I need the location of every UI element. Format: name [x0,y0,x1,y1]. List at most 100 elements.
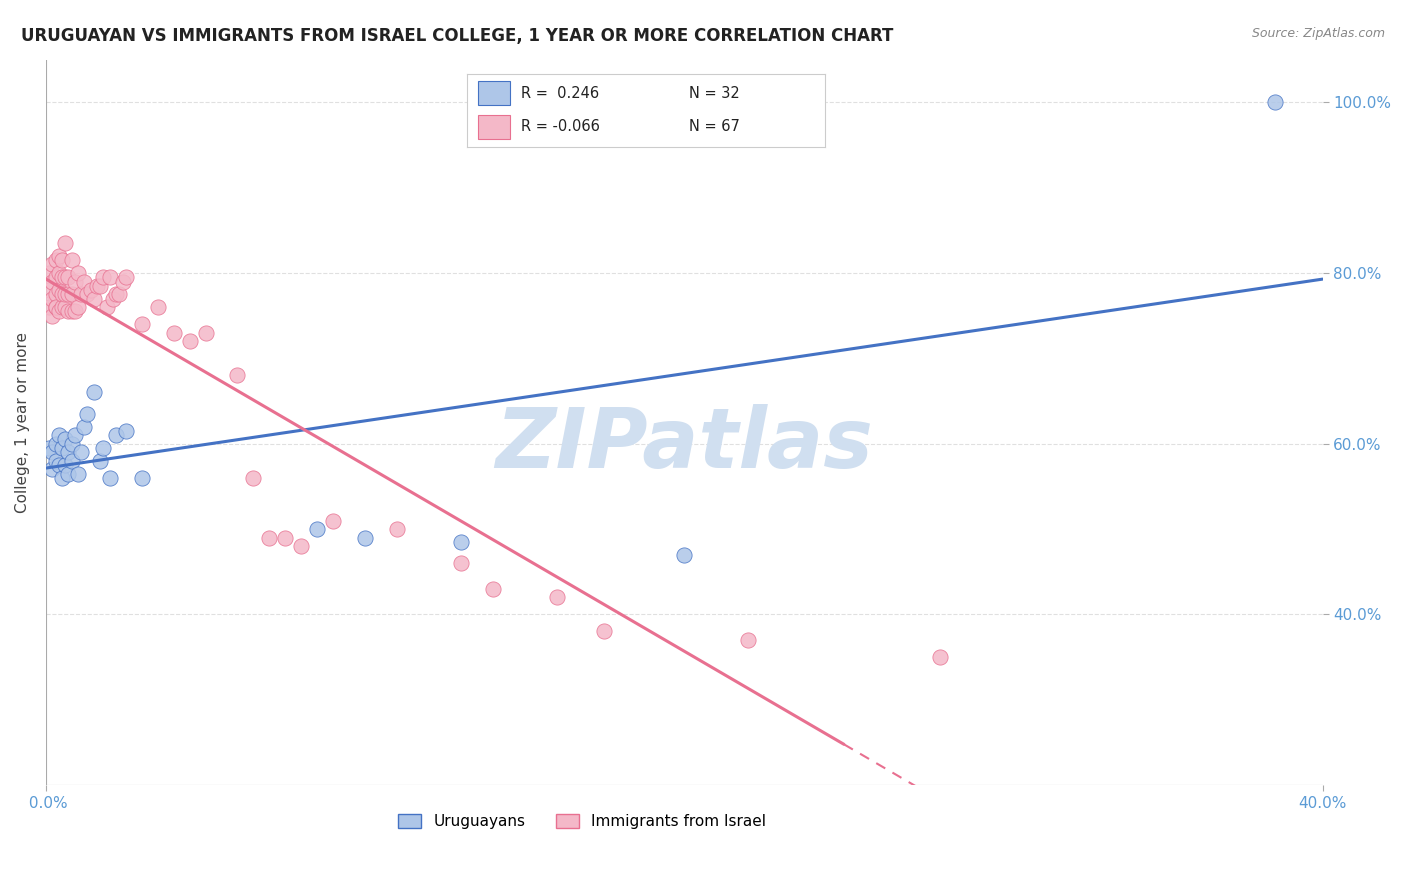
Point [48,428,70,442]
Point [481,582,503,596]
Point [108,287,131,301]
Point [45,300,67,314]
Point [290,539,312,553]
Point [53,300,76,314]
Point [53,287,76,301]
Point [51,471,73,485]
Point [105,287,128,301]
Point [63,275,86,289]
Point [45,454,67,468]
Point [51,253,73,268]
Point [51,270,73,285]
Point [51,300,73,314]
Point [89,454,111,468]
Point [53,236,76,251]
Point [38,441,60,455]
Point [93,441,115,455]
Point [41,445,63,459]
Point [226,368,249,383]
Point [114,424,136,438]
Point [101,292,124,306]
Text: URUGUAYAN VS IMMIGRANTS FROM ISRAEL COLLEGE, 1 YEAR OR MORE CORRELATION CHART: URUGUAYAN VS IMMIGRANTS FROM ISRAEL COLL… [21,27,893,45]
Point [354,531,377,545]
Point [673,548,696,562]
Point [51,287,73,301]
Point [48,283,70,297]
Point [66,266,89,280]
Point [131,471,153,485]
Point [60,454,83,468]
Point [928,650,950,665]
Point [546,591,568,605]
Point [58,445,80,459]
Point [60,304,83,318]
Point [41,275,63,289]
Point [73,419,96,434]
Point [259,531,281,545]
Legend: Uruguayans, Immigrants from Israel: Uruguayans, Immigrants from Israel [392,808,772,836]
Point [45,300,67,314]
Point [70,445,93,459]
Point [307,522,329,536]
Point [41,462,63,476]
Point [105,428,128,442]
Point [1264,95,1286,110]
Point [322,514,344,528]
Point [60,287,83,301]
Point [60,253,83,268]
Point [48,458,70,472]
Y-axis label: College, 1 year or more: College, 1 year or more [15,332,30,513]
Point [83,292,105,306]
Text: Source: ZipAtlas.com: Source: ZipAtlas.com [1251,27,1385,40]
Point [79,283,101,297]
Point [111,275,134,289]
Point [53,433,76,447]
Point [58,304,80,318]
Point [98,270,121,285]
Point [146,300,169,314]
Point [73,275,96,289]
Point [89,278,111,293]
Point [45,270,67,285]
Point [86,278,108,293]
Point [63,304,86,318]
Point [131,317,153,331]
Point [48,249,70,263]
Point [83,385,105,400]
Point [58,287,80,301]
Point [45,253,67,268]
Point [76,287,98,301]
Point [96,300,118,314]
Point [48,266,70,280]
Point [41,292,63,306]
Point [41,309,63,323]
Point [76,407,98,421]
Point [38,283,60,297]
Point [58,467,80,481]
Point [45,436,67,450]
Point [60,436,83,450]
Point [242,471,264,485]
Point [51,441,73,455]
Point [93,270,115,285]
Point [179,334,201,349]
Point [450,556,472,570]
Point [66,467,89,481]
Point [45,287,67,301]
Point [41,257,63,271]
Point [38,266,60,280]
Point [63,428,86,442]
Point [194,326,217,340]
Point [98,471,121,485]
Point [737,632,759,647]
Point [53,270,76,285]
Point [162,326,184,340]
Point [114,270,136,285]
Point [53,458,76,472]
Point [70,287,93,301]
Point [58,270,80,285]
Text: ZIPatlas: ZIPatlas [495,403,873,484]
Point [66,300,89,314]
Point [274,531,297,545]
Point [385,522,408,536]
